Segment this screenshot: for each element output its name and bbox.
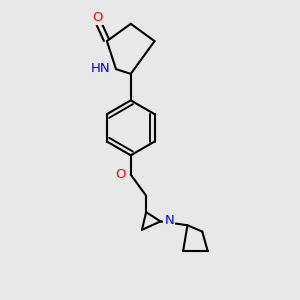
- Text: O: O: [92, 11, 103, 23]
- Text: N: N: [164, 214, 174, 227]
- Text: O: O: [115, 168, 125, 181]
- Text: HN: HN: [91, 62, 110, 75]
